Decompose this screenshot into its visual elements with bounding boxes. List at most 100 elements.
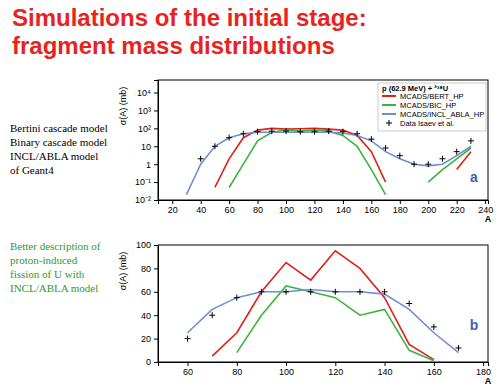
tick-label: 160 — [364, 205, 379, 215]
legend-label: MCADS/BIC_HP — [400, 101, 456, 110]
tick-mark — [154, 292, 158, 293]
tick-mark — [286, 200, 287, 204]
model-list: INCL/ABLA model — [10, 150, 98, 162]
y-axis: 020406080100 — [136, 240, 159, 367]
chart: 6080100120140160180020406080100Aσ(A) (mb… — [118, 240, 492, 386]
data-point — [411, 161, 417, 167]
tick: 10 — [141, 142, 158, 152]
tick: 100 — [279, 200, 294, 215]
panel-label: b — [470, 317, 479, 333]
data-point — [406, 301, 412, 307]
tick-label: 60 — [225, 205, 235, 215]
data-point — [258, 289, 264, 295]
note: INCL/ABLA model — [10, 282, 98, 294]
data-point — [354, 131, 360, 137]
axis-line — [154, 81, 159, 201]
tick-label: 40 — [196, 205, 206, 215]
y-axis-title: σ(A) (mb) — [118, 87, 128, 126]
data-point — [357, 289, 363, 295]
chart: 2040608010012014016018020022024010⁻²10⁻¹… — [118, 80, 493, 224]
tick-mark — [154, 362, 158, 363]
data-point — [255, 129, 261, 135]
data-point — [308, 289, 314, 295]
tick-label: 60 — [141, 287, 151, 297]
tick: 60 — [141, 287, 158, 297]
tick: 100 — [279, 362, 294, 377]
series-line — [188, 289, 459, 352]
tick-mark — [154, 146, 158, 147]
tick-mark — [172, 200, 173, 204]
data-point — [425, 161, 431, 167]
slide: Simulations of the initial stage:fragmen… — [0, 0, 500, 386]
note: fission of U with — [10, 268, 85, 280]
slide-title: fragment mass distributions — [12, 32, 335, 59]
tick: 20 — [141, 334, 158, 344]
tick: 10³ — [138, 106, 158, 116]
data-point — [326, 128, 332, 134]
tick: 80 — [232, 362, 242, 377]
tick-label: 20 — [141, 334, 151, 344]
data-point — [269, 128, 275, 134]
tick-label: 20 — [168, 205, 178, 215]
tick-mark — [286, 362, 287, 366]
tick-label: 10² — [138, 124, 151, 134]
legend-label: Data Isaev et al. — [400, 119, 454, 128]
tick-mark — [434, 362, 435, 366]
tick-label: 140 — [378, 367, 393, 377]
data-point — [397, 153, 403, 159]
data-point — [234, 295, 240, 301]
data-point — [383, 145, 389, 151]
model-list: Bertini cascade model — [10, 122, 108, 134]
tick: 120 — [328, 362, 343, 377]
tick-label: 10³ — [138, 106, 151, 116]
tick-mark — [154, 93, 158, 94]
tick-label: 100 — [279, 205, 294, 215]
slide-title: Simulations of the initial stage: — [12, 4, 367, 31]
tick-label: 120 — [307, 205, 322, 215]
tick-label: 10⁻² — [135, 195, 151, 205]
tick: 120 — [307, 200, 322, 215]
tick-label: 180 — [393, 205, 408, 215]
model-list: Binary cascade model — [10, 136, 107, 148]
tick-mark — [237, 362, 238, 366]
tick: 10⁴ — [137, 88, 158, 98]
legend-symbol — [382, 95, 396, 97]
tick-label: 40 — [141, 311, 151, 321]
tick: 140 — [378, 362, 393, 377]
y-axis-title: σ(A) (mb) — [118, 252, 128, 291]
tick-mark — [400, 200, 401, 204]
tick-label: 220 — [450, 205, 465, 215]
data-point — [439, 156, 445, 162]
tick: 180 — [393, 200, 408, 215]
tick: 80 — [253, 200, 263, 215]
tick: 20 — [168, 200, 178, 215]
tick: 10² — [138, 124, 158, 134]
legend-label: MCADS/INCL_ABLA_HP — [400, 110, 484, 119]
axis-line — [159, 363, 489, 367]
tick: 40 — [196, 200, 206, 215]
x-axis-title: A — [485, 214, 492, 224]
tick-mark — [154, 182, 158, 183]
tick-mark — [258, 200, 259, 204]
tick-mark — [428, 200, 429, 204]
tick-label: 80 — [253, 205, 263, 215]
tick: 10⁻¹ — [135, 177, 158, 187]
data-point — [311, 129, 317, 135]
tick: 0 — [146, 357, 158, 367]
series-line — [212, 251, 434, 360]
tick: 60 — [225, 200, 235, 215]
tick-label: 140 — [336, 205, 351, 215]
tick: 1 — [146, 160, 158, 170]
tick-mark — [201, 200, 202, 204]
tick-label: 10 — [141, 142, 151, 152]
tick-mark — [154, 315, 158, 316]
tick-mark — [314, 200, 315, 204]
tick-label: 1 — [146, 160, 151, 170]
tick-label: 10⁴ — [137, 88, 151, 98]
axis-line — [154, 246, 159, 363]
tick-mark — [483, 362, 484, 366]
tick-mark — [154, 245, 158, 246]
legend-box — [378, 83, 486, 131]
data-point — [240, 131, 246, 137]
x-axis-title: A — [485, 376, 492, 386]
